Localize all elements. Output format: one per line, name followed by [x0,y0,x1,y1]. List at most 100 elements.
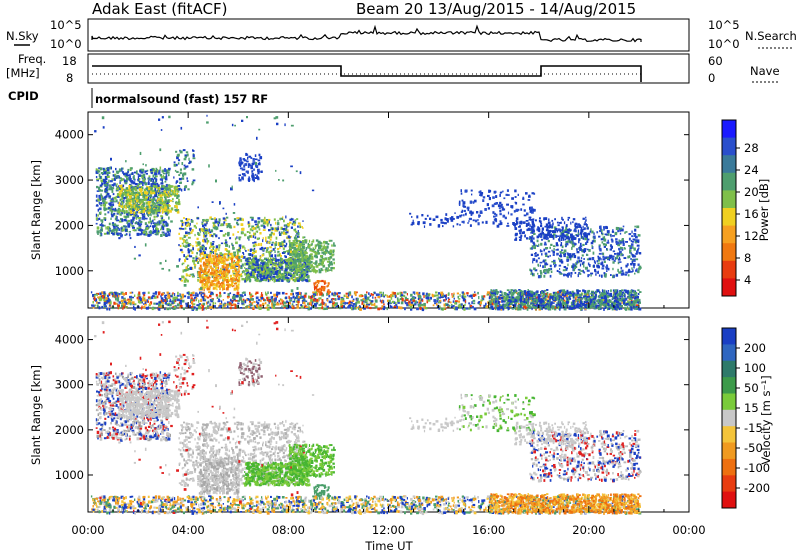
power-echo-cell [536,253,539,257]
power-echo-cell [176,156,179,160]
power-echo-cell [100,219,104,222]
power-echo-cell [252,271,255,275]
power-echo-cell [255,278,259,281]
power-echo-cell [552,253,555,256]
power-echo-cell [310,257,314,260]
power-echo-cell [534,244,538,247]
power-echo-cell [566,267,568,271]
power-echo-cell [281,272,284,275]
power-echo-cell [582,269,584,273]
power-echo-cell [605,256,608,259]
power-echo-cell [633,233,637,235]
power-echo-cell [600,258,602,261]
power-echo-cell [222,273,225,276]
power-echo-cell [586,237,588,240]
power-echo-cell [246,231,249,233]
power-echo-cell [143,178,145,182]
power-echo-cell [177,194,180,198]
power-echo-cell [436,294,439,297]
power-echo-cell [219,292,222,296]
power-echo-cell [566,272,570,275]
power-echo-cell [257,162,261,166]
power-echo-cell [631,235,634,238]
power-echo-cell [260,256,262,259]
power-echo-cell [570,240,573,244]
power-echo-cell [275,221,277,225]
power-echo-cell [531,225,534,229]
power-echo-cell [257,217,261,220]
power-echo-cell [167,204,170,206]
power-echo-cell [248,237,250,241]
power-echo-cell [176,188,179,191]
power-echo-cell [502,214,506,218]
power-echo-cell [576,248,578,251]
power-echo-cell [535,252,537,255]
power-echo-cell [225,276,229,279]
power-echo-cell [293,229,297,232]
power-echo-cell [567,235,570,239]
power-echo-cell [564,230,568,233]
power-echo-cell [141,168,145,172]
power-echo-cell [598,247,602,250]
power-echo-cell [116,187,120,191]
power-echo-cell [98,217,101,220]
power-echo-cell [440,221,443,224]
power-echo-cell [184,156,187,159]
power-echo-cell [565,224,568,227]
power-echo-cell [603,228,605,231]
power-echo-cell [197,276,200,279]
power-echo-cell [309,254,312,258]
power-echo-cell [257,171,260,175]
power-echo-cell [330,261,333,264]
power-echo-cell [556,269,559,272]
power-echo-cell [615,231,618,234]
power-echo-cell [162,187,165,190]
power-echo-cell [154,194,158,198]
power-echo-cell [244,233,247,237]
power-echo-cell [225,243,229,247]
power-echo-cell [144,191,147,194]
power-echo-cell [168,187,171,190]
power-echo-cell [484,208,487,211]
power-echo-cell [146,209,149,212]
power-echo-cell [137,228,140,231]
power-echo-cell [181,228,185,230]
power-echo-cell [183,188,186,191]
power-echo-cell [584,237,587,241]
power-echo-cell [181,177,185,180]
power-echo-cell [533,257,535,260]
power-echo-cell [564,238,567,241]
power-echo-cell [212,241,215,243]
power-echo-cell [146,207,149,210]
power-echo-cell [243,164,246,168]
power-echo-cell [429,217,432,220]
power-echo-cell [138,186,141,189]
power-echo-cell [570,221,572,225]
power-echo-cell [121,229,124,232]
power-echo-cell [561,232,565,236]
power-echo-cell [232,261,235,264]
power-echo-cell [622,272,625,275]
power-echo-cell [298,248,301,252]
power-echo-cell [561,235,563,238]
power-echo-cell [617,253,619,256]
power-echo-cell [165,176,168,179]
power-echo-cell [206,274,210,277]
power-echo-cell [375,293,379,297]
power-echo-cell [264,262,267,265]
power-echo-cell [561,273,563,275]
power-echo-cell [175,201,177,203]
power-echo-cell [119,180,122,182]
power-echo-cell [260,170,263,173]
power-echo-cell [597,265,600,269]
power-echo-cell [159,201,161,204]
power-echo-cell [194,265,196,269]
power-echo-cell [326,245,329,249]
freq-right-tick-top: 60 [708,54,723,68]
power-echo-cell [511,197,514,200]
power-echo-cell [556,248,559,251]
power-echo-cell [200,228,203,231]
power-echo-cell [600,229,603,232]
power-echo-cell [499,201,502,205]
power-echo-cell [469,224,472,227]
